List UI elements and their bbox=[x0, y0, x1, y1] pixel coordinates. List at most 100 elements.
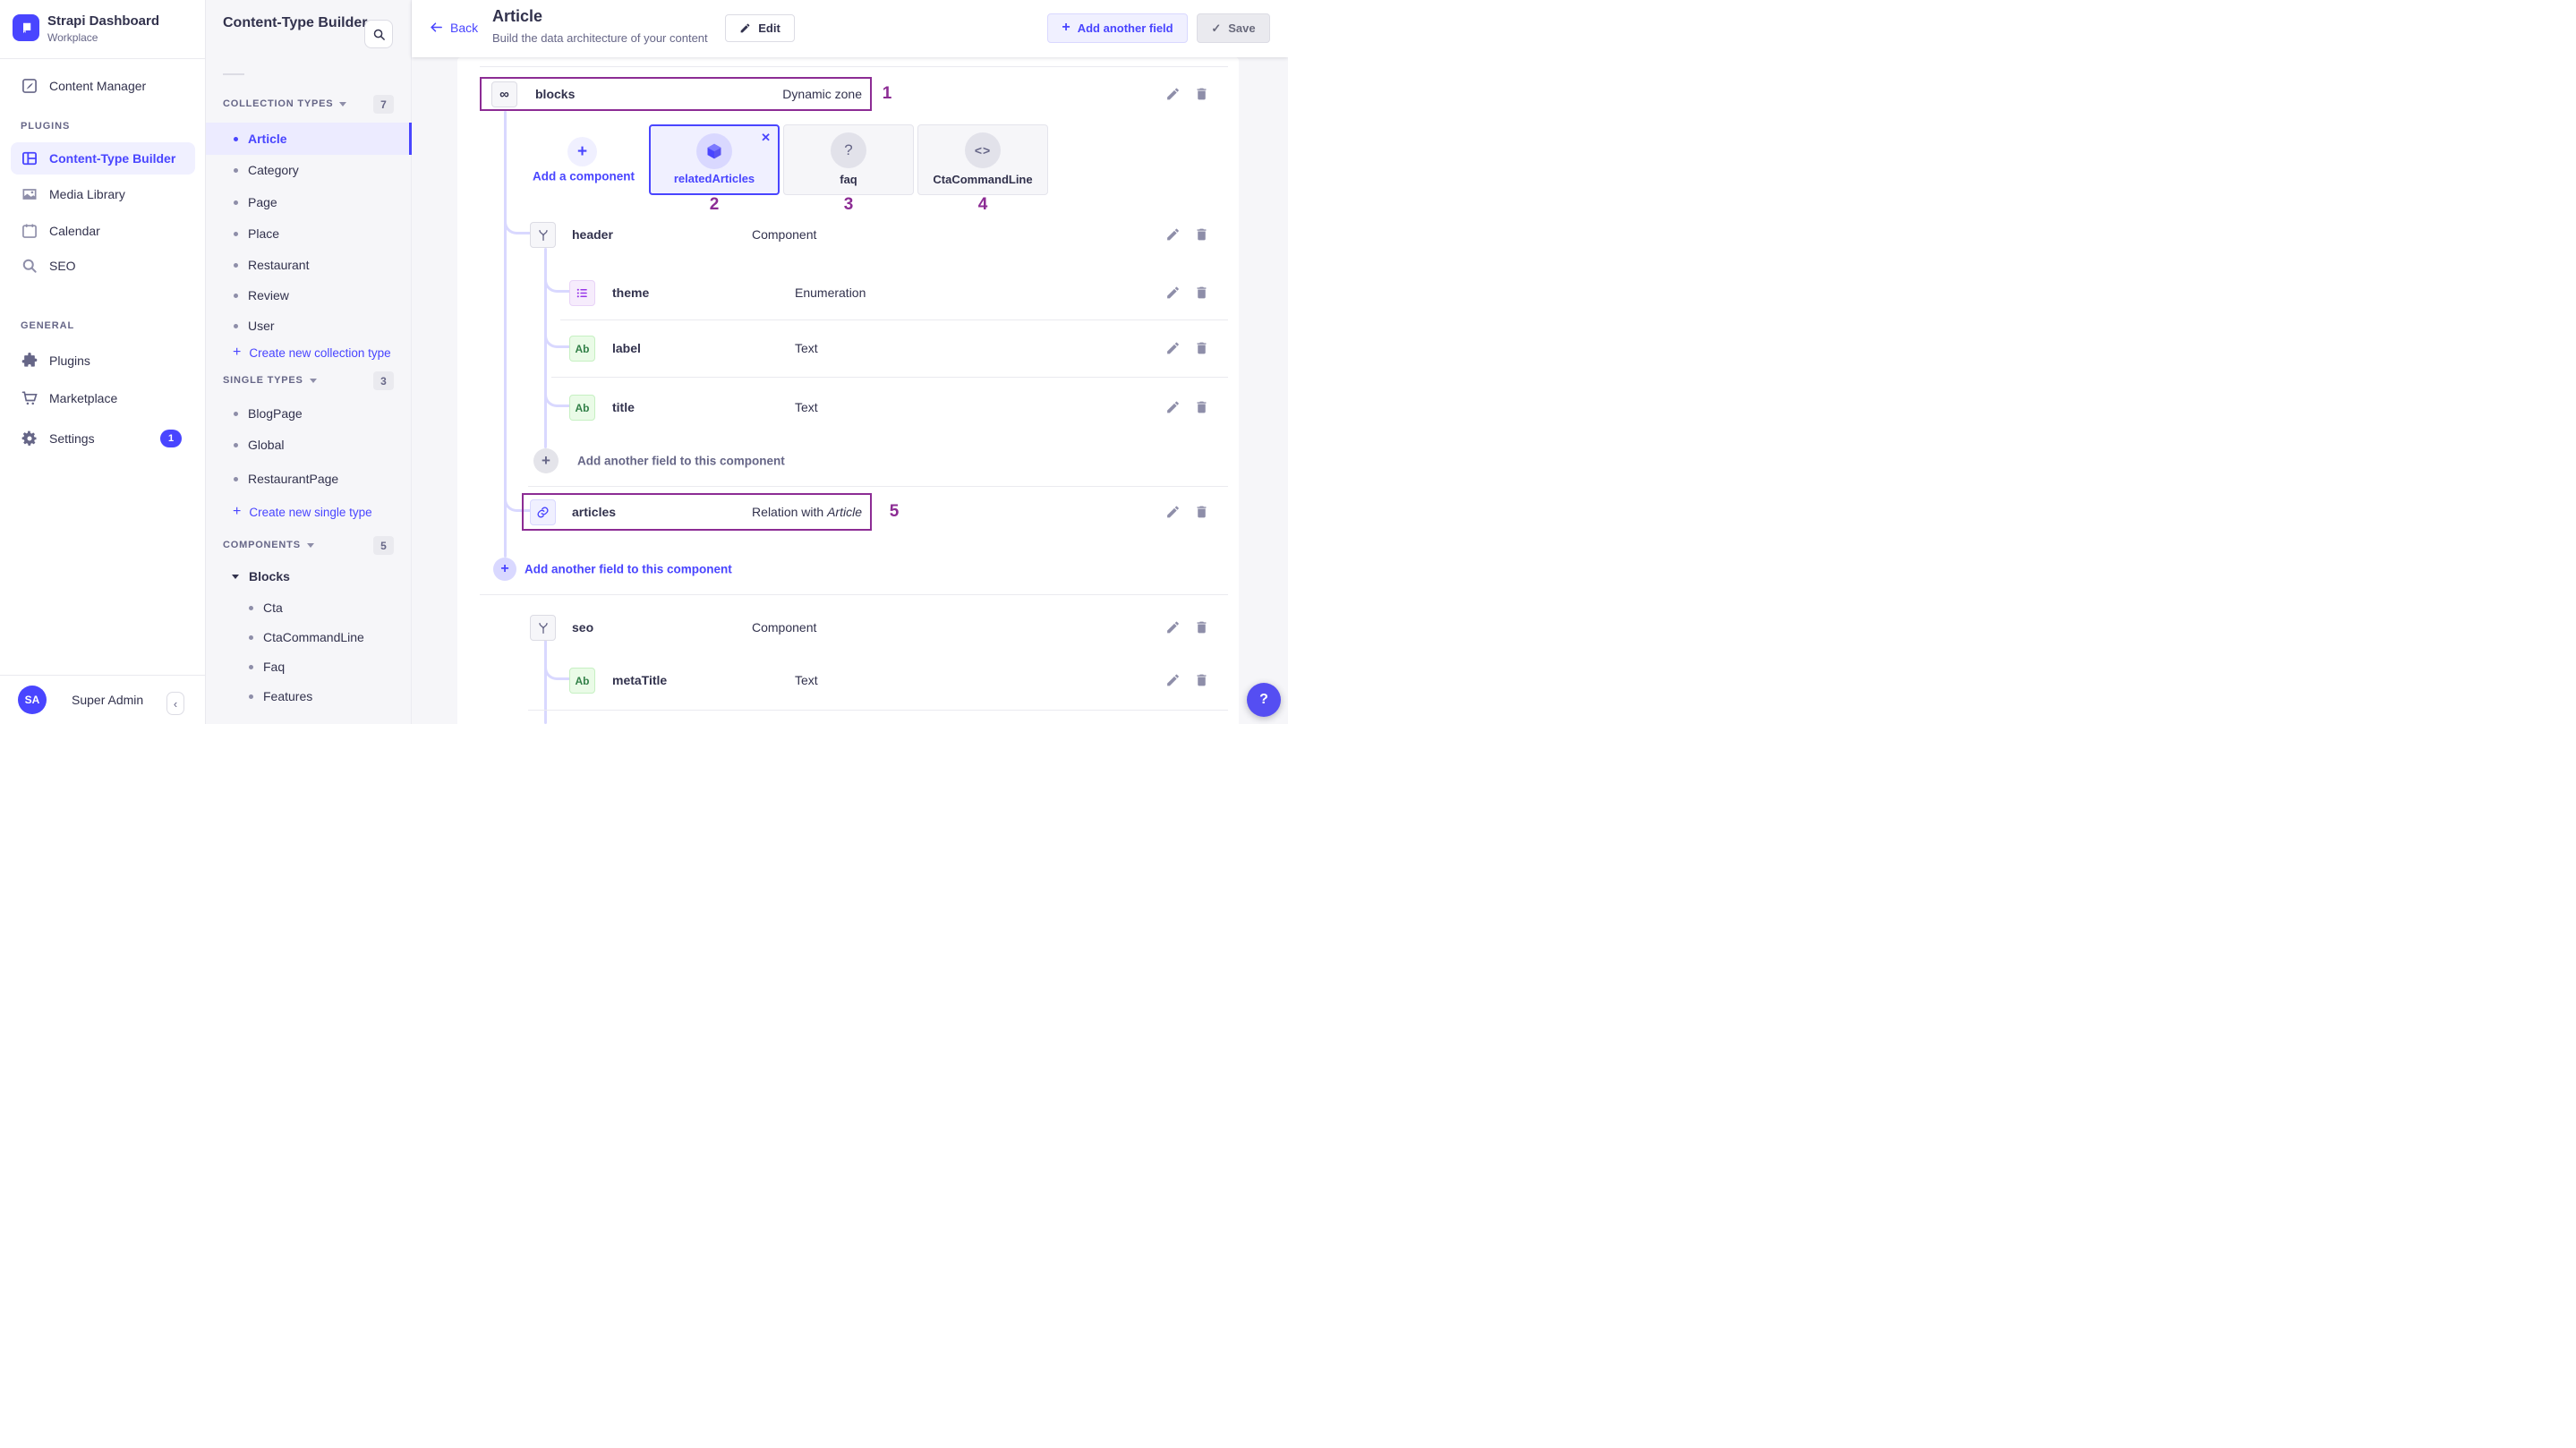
delete-field-button[interactable] bbox=[1194, 341, 1209, 356]
content-type-builder-subnav: Content-Type Builder COLLECTION TYPES 7 … bbox=[206, 0, 412, 724]
component-card-faq[interactable]: ? faq bbox=[783, 124, 914, 195]
subnav-item-review[interactable]: Review bbox=[206, 279, 412, 311]
enumeration-field-icon bbox=[569, 280, 595, 306]
subnav-item-blogpage[interactable]: BlogPage bbox=[206, 397, 412, 430]
edit-field-button[interactable] bbox=[1165, 341, 1181, 356]
user-name: Super Admin bbox=[72, 693, 144, 707]
subnav-item-features[interactable]: Features bbox=[206, 680, 412, 712]
sidebar-item-seo[interactable]: SEO bbox=[11, 250, 195, 282]
strapi-logo[interactable] bbox=[13, 14, 39, 41]
help-button[interactable]: ? bbox=[1247, 683, 1281, 717]
plugins-section-header: PLUGINS bbox=[21, 121, 71, 132]
edit-field-button[interactable] bbox=[1165, 505, 1181, 520]
field-name: metaTitle bbox=[612, 673, 668, 687]
chevron-down-icon bbox=[339, 101, 347, 106]
puzzle-icon bbox=[21, 352, 38, 370]
code-brackets-icon: <> bbox=[965, 132, 1001, 168]
sidebar-item-calendar[interactable]: Calendar bbox=[11, 215, 195, 247]
field-type: Component bbox=[752, 620, 817, 635]
field-type: Text bbox=[795, 673, 818, 687]
add-component-button[interactable]: + bbox=[567, 137, 597, 166]
close-icon[interactable]: ✕ bbox=[761, 131, 771, 144]
sidebar-item-marketplace[interactable]: Marketplace bbox=[11, 382, 195, 414]
sidebar-item-label: Marketplace bbox=[49, 391, 118, 405]
delete-field-button[interactable] bbox=[1194, 285, 1209, 301]
field-name: theme bbox=[612, 285, 650, 300]
single-types-header[interactable]: SINGLE TYPES bbox=[223, 375, 317, 386]
delete-field-button[interactable] bbox=[1194, 620, 1209, 635]
subnav-item-place[interactable]: Place bbox=[206, 217, 412, 250]
edit-field-button[interactable] bbox=[1165, 620, 1181, 635]
subnav-item-label: Place bbox=[248, 226, 280, 241]
field-type: Enumeration bbox=[795, 285, 866, 300]
edit-field-button[interactable] bbox=[1165, 285, 1181, 301]
dynamic-zone-icon: ∞ bbox=[491, 81, 517, 107]
edit-field-button[interactable] bbox=[1165, 673, 1181, 688]
subnav-item-global[interactable]: Global bbox=[206, 429, 412, 461]
subnav-item-ctacommandline[interactable]: CtaCommandLine bbox=[206, 621, 412, 653]
search-button[interactable] bbox=[364, 20, 393, 48]
bullet-icon bbox=[249, 694, 253, 699]
plus-icon: + bbox=[1062, 20, 1070, 35]
question-mark-icon: ? bbox=[831, 132, 866, 168]
tree-rail-seo-component bbox=[544, 640, 547, 724]
subnav-item-page[interactable]: Page bbox=[206, 186, 412, 218]
bullet-icon bbox=[234, 293, 238, 298]
subnav-item-faq[interactable]: Faq bbox=[206, 651, 412, 683]
tree-elbow-articles bbox=[504, 489, 530, 512]
save-button[interactable]: ✓ Save bbox=[1197, 13, 1270, 43]
subnav-item-label: Cta bbox=[263, 600, 283, 615]
subnav-item-restaurantpage[interactable]: RestaurantPage bbox=[206, 463, 412, 495]
delete-field-button[interactable] bbox=[1194, 400, 1209, 415]
component-card-ctacommandline[interactable]: <> CtaCommandLine bbox=[917, 124, 1048, 195]
add-component-label[interactable]: Add a component bbox=[533, 169, 635, 183]
add-field-to-component-button[interactable]: + bbox=[533, 448, 559, 473]
add-field-to-component-label[interactable]: Add another field to this component bbox=[577, 454, 785, 468]
subnav-item-label: Restaurant bbox=[248, 258, 310, 272]
subnav-item-cta[interactable]: Cta bbox=[206, 592, 412, 624]
edit-field-button[interactable] bbox=[1165, 227, 1181, 243]
subnav-title: Content-Type Builder bbox=[223, 15, 368, 30]
create-new-collection-type-link[interactable]: + Create new collection type bbox=[233, 343, 391, 362]
chevron-down-icon bbox=[306, 542, 314, 548]
bullet-icon bbox=[234, 231, 238, 236]
components-header[interactable]: COMPONENTS bbox=[223, 540, 314, 550]
add-field-label: Add another field bbox=[1077, 21, 1173, 35]
create-new-single-type-link[interactable]: + Create new single type bbox=[233, 502, 372, 522]
subnav-item-user[interactable]: User bbox=[206, 310, 412, 342]
collection-types-header[interactable]: COLLECTION TYPES bbox=[223, 98, 347, 109]
delete-field-button[interactable] bbox=[1194, 227, 1209, 243]
subnav-item-label: CtaCommandLine bbox=[263, 630, 364, 644]
sidebar-item-label: Plugins bbox=[49, 353, 90, 368]
sidebar-item-content-type-builder[interactable]: Content-Type Builder bbox=[11, 142, 195, 175]
collapse-sidebar-button[interactable]: ‹ bbox=[166, 692, 184, 715]
chevron-down-icon bbox=[232, 574, 239, 579]
delete-field-button[interactable] bbox=[1194, 673, 1209, 688]
sidebar-item-content-manager[interactable]: Content Manager bbox=[11, 70, 195, 102]
create-link-label: Create new single type bbox=[249, 505, 372, 519]
page-title: Article bbox=[492, 7, 543, 25]
sidebar-item-media-library[interactable]: Media Library bbox=[11, 178, 195, 210]
edit-field-button[interactable] bbox=[1165, 400, 1181, 415]
component-card-relatedarticles[interactable]: ✕ relatedArticles bbox=[649, 124, 780, 195]
add-field-to-dynamic-zone-label[interactable]: Add another field to this component bbox=[525, 562, 732, 576]
edit-field-button[interactable] bbox=[1165, 87, 1181, 102]
tree-elbow-label bbox=[544, 325, 569, 348]
subnav-item-restaurant[interactable]: Restaurant bbox=[206, 249, 412, 281]
back-link[interactable]: Back bbox=[429, 20, 478, 35]
sidebar-item-settings[interactable]: Settings bbox=[11, 422, 195, 455]
sidebar-item-plugins[interactable]: Plugins bbox=[11, 345, 195, 377]
subnav-item-article[interactable]: Article bbox=[206, 123, 412, 155]
add-field-to-dynamic-zone-button[interactable]: + bbox=[493, 558, 516, 581]
field-name: articles bbox=[572, 505, 617, 519]
delete-field-button[interactable] bbox=[1194, 87, 1209, 102]
subnav-item-label: Article bbox=[248, 132, 287, 146]
component-group-blocks[interactable]: Blocks bbox=[232, 569, 290, 583]
back-label: Back bbox=[450, 20, 479, 35]
plus-icon: + bbox=[233, 504, 242, 519]
subnav-item-category[interactable]: Category bbox=[206, 154, 412, 186]
add-another-field-button[interactable]: + Add another field bbox=[1047, 13, 1188, 43]
edit-button[interactable]: Edit bbox=[725, 14, 795, 42]
user-avatar[interactable]: SA bbox=[18, 686, 47, 714]
delete-field-button[interactable] bbox=[1194, 505, 1209, 520]
